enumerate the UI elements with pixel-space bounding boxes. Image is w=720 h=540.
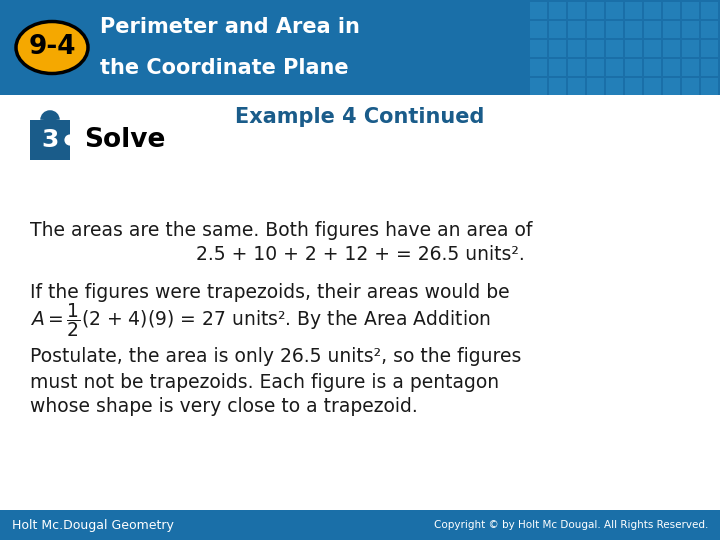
Bar [625, 59, 642, 76]
Bar [587, 40, 604, 57]
Bar [701, 78, 718, 95]
Text: whose shape is very close to a trapezoid.: whose shape is very close to a trapezoid… [30, 397, 418, 416]
Bar [644, 59, 661, 76]
Text: The areas are the same. Both figures have an area of: The areas are the same. Both figures hav… [30, 220, 532, 240]
Bar [701, 21, 718, 38]
Bar [606, 59, 623, 76]
Wedge shape [45, 114, 55, 120]
Bar [644, 78, 661, 95]
Bar [625, 2, 642, 19]
Bar [549, 59, 566, 76]
Bar [568, 78, 585, 95]
Bar [663, 21, 680, 38]
Text: $A = \dfrac{1}{2}$(2 + 4)(9) = 27 units². By the Area Addition: $A = \dfrac{1}{2}$(2 + 4)(9) = 27 units²… [30, 301, 491, 339]
Ellipse shape [16, 22, 88, 73]
Bar [701, 59, 718, 76]
Bar [568, 21, 585, 38]
Bar [530, 21, 547, 38]
Text: Solve: Solve [84, 127, 166, 153]
Bar [625, 40, 642, 57]
Bar [663, 59, 680, 76]
Text: 9-4: 9-4 [28, 35, 76, 60]
Bar [549, 40, 566, 57]
Bar [663, 78, 680, 95]
Text: Postulate, the area is only 26.5 units², so the figures: Postulate, the area is only 26.5 units²,… [30, 348, 521, 367]
Bar [682, 40, 699, 57]
Bar [625, 78, 642, 95]
Bar [549, 78, 566, 95]
Bar [530, 40, 547, 57]
Wedge shape [45, 160, 55, 166]
Bar [682, 2, 699, 19]
Bar [530, 2, 547, 19]
Text: Copyright © by Holt Mc Dougal. All Rights Reserved.: Copyright © by Holt Mc Dougal. All Right… [433, 520, 708, 530]
Text: the Coordinate Plane: the Coordinate Plane [100, 58, 348, 78]
Text: must not be trapezoids. Each figure is a pentagon: must not be trapezoids. Each figure is a… [30, 373, 499, 392]
Text: 3: 3 [41, 128, 59, 152]
Bar [682, 59, 699, 76]
Text: Perimeter and Area in: Perimeter and Area in [100, 17, 360, 37]
Wedge shape [64, 134, 70, 146]
Bar [530, 59, 547, 76]
Bar [587, 59, 604, 76]
Bar [682, 21, 699, 38]
Bar [530, 78, 547, 95]
Text: Example 4 Continued: Example 4 Continued [235, 107, 485, 127]
Bar [701, 2, 718, 19]
Text: Holt Mc.Dougal Geometry: Holt Mc.Dougal Geometry [12, 518, 174, 531]
Bar [587, 21, 604, 38]
Text: 2.5 + 10 + 2 + 12 + = 26.5 units².: 2.5 + 10 + 2 + 12 + = 26.5 units². [196, 246, 524, 265]
Bar [644, 21, 661, 38]
Bar [701, 40, 718, 57]
Bar [663, 2, 680, 19]
Bar [549, 21, 566, 38]
Bar [606, 2, 623, 19]
Bar [568, 2, 585, 19]
Bar [30, 120, 70, 160]
Bar [682, 78, 699, 95]
Bar [644, 40, 661, 57]
Bar [549, 2, 566, 19]
Bar [568, 40, 585, 57]
Bar [663, 40, 680, 57]
Bar [625, 21, 642, 38]
Bar [606, 78, 623, 95]
Bar [587, 78, 604, 95]
Bar [606, 40, 623, 57]
Bar [587, 2, 604, 19]
Text: If the figures were trapezoids, their areas would be: If the figures were trapezoids, their ar… [30, 282, 510, 301]
Bar [0, 0, 720, 95]
Bar [606, 21, 623, 38]
Bar [0, 95, 720, 510]
Bar [644, 2, 661, 19]
Bar [568, 59, 585, 76]
Bar [0, 510, 720, 540]
